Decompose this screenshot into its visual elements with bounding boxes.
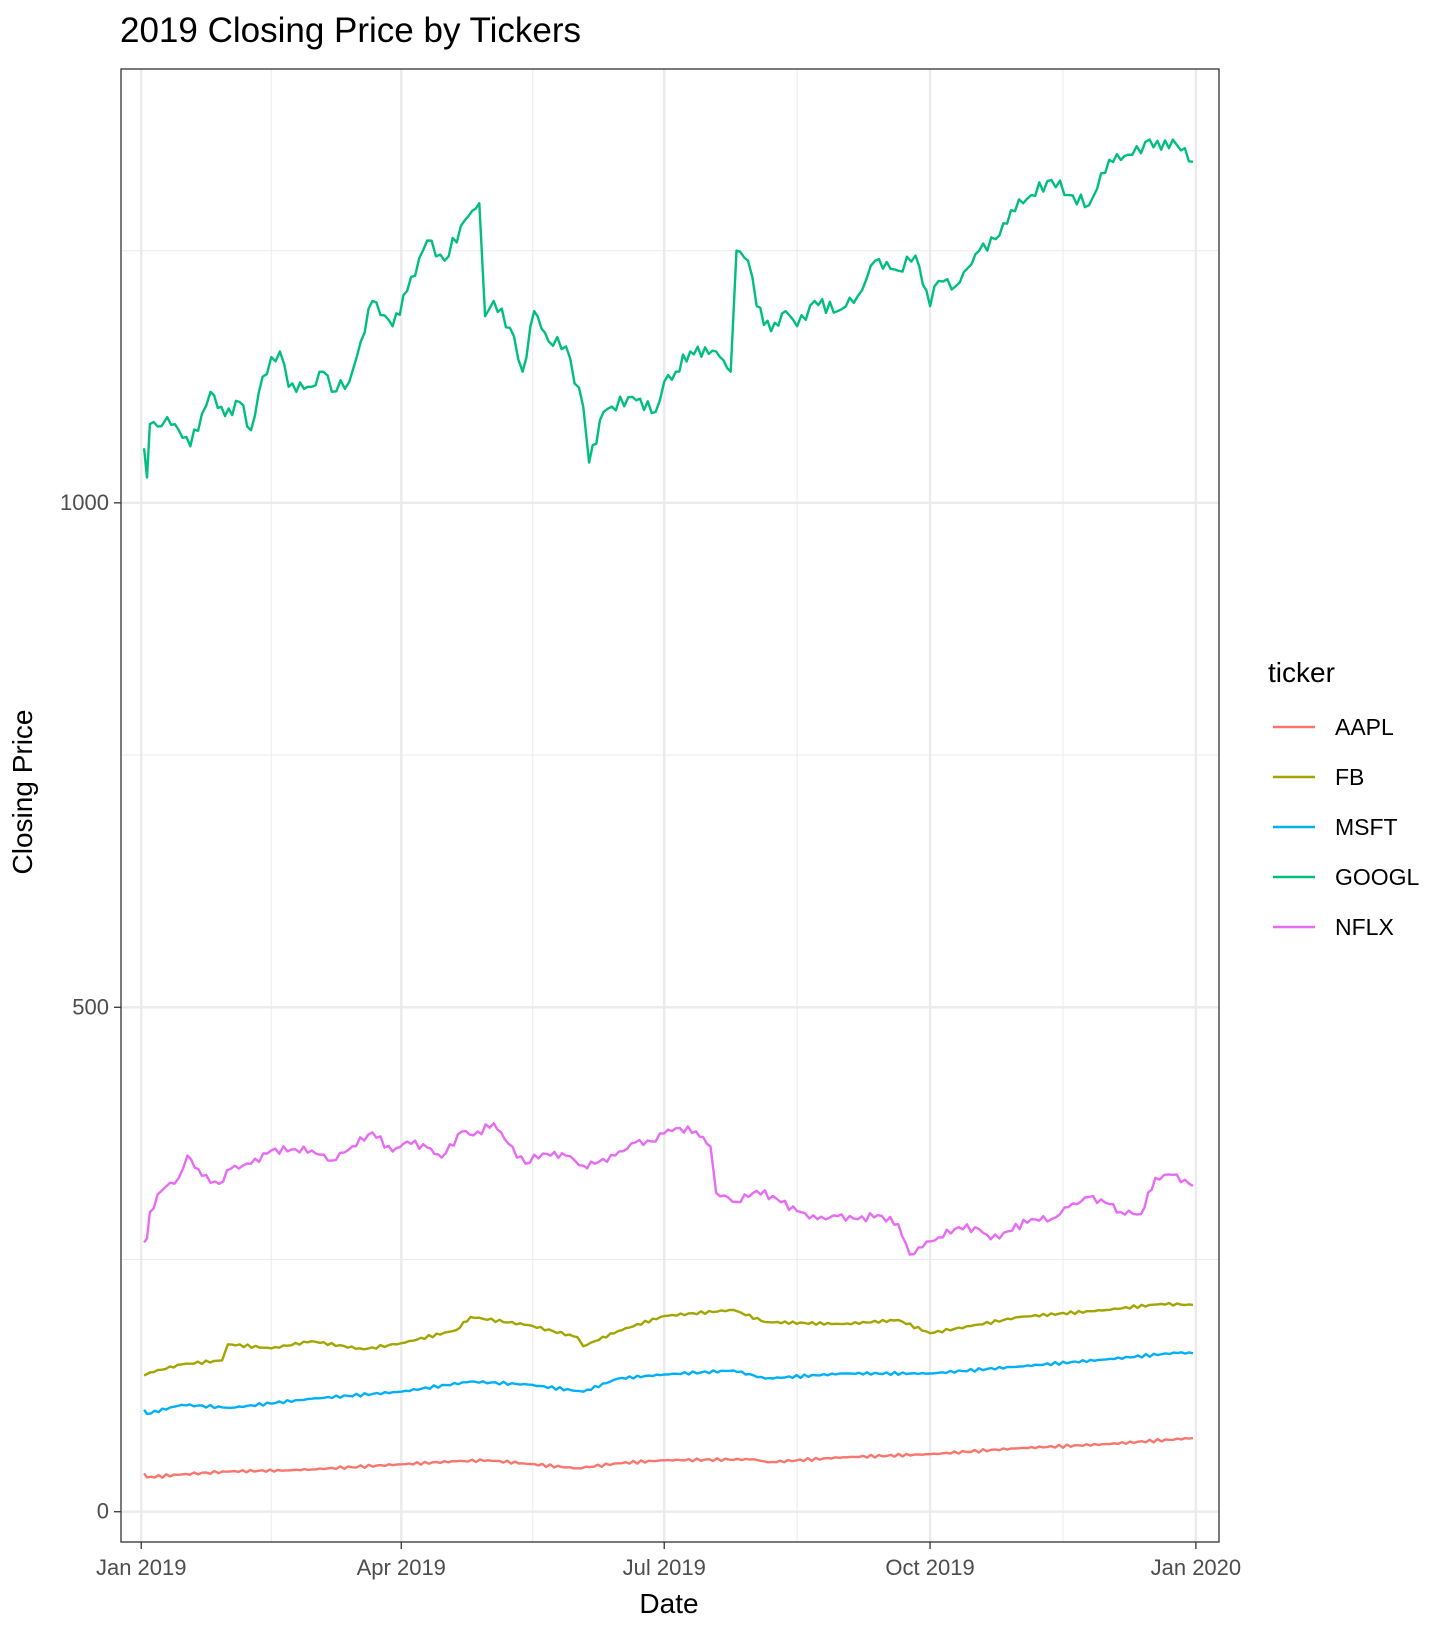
legend-item-fb: FB xyxy=(1273,764,1364,790)
x-tick-label: Apr 2019 xyxy=(357,1555,446,1580)
legend-item-nflx: NFLX xyxy=(1273,914,1394,940)
plot-background xyxy=(121,69,1219,1542)
x-axis-title: Date xyxy=(639,1588,698,1619)
x-tick-label: Jul 2019 xyxy=(623,1555,706,1580)
series-line-nflx xyxy=(143,1122,1194,1256)
series-line-aapl xyxy=(143,1436,1194,1479)
x-tick-label: Jan 2019 xyxy=(96,1555,187,1580)
major-gridlines xyxy=(121,69,1219,1542)
chart-title: 2019 Closing Price by Tickers xyxy=(120,11,581,50)
minor-gridlines xyxy=(121,69,1219,1542)
legend-label: GOOGL xyxy=(1335,864,1420,890)
legend-label: AAPL xyxy=(1335,714,1394,740)
legend-item-googl: GOOGL xyxy=(1273,864,1420,890)
legend-title: ticker xyxy=(1268,657,1335,688)
axes: 0 500 1000 Jan 2019 Apr 2019 Jul 2019 Oct 2019… xyxy=(60,490,1241,1580)
x-tick-label: Oct 2019 xyxy=(885,1555,974,1580)
series-line-msft xyxy=(143,1351,1194,1416)
y-tick-label: 1000 xyxy=(60,490,109,515)
legend-label: FB xyxy=(1335,764,1364,790)
plot-border xyxy=(120,68,1220,1543)
legend-items: AAPL FB MSFT GOOGL NFLX xyxy=(1273,714,1420,940)
legend-item-msft: MSFT xyxy=(1273,814,1398,840)
plot-panel xyxy=(120,68,1220,1543)
legend-item-aapl: AAPL xyxy=(1273,714,1394,740)
x-tick-label: Jan 2020 xyxy=(1151,1555,1242,1580)
legend-label: NFLX xyxy=(1335,914,1394,940)
y-tick-label: 0 xyxy=(97,1499,109,1524)
legend-label: MSFT xyxy=(1335,814,1398,840)
legend: ticker AAPL FB MSFT GOOGL NFLX xyxy=(1268,657,1420,940)
y-axis-title: Closing Price xyxy=(7,710,38,875)
series-lines xyxy=(142,138,1194,1479)
y-tick-label: 500 xyxy=(72,994,109,1019)
series-line-googl xyxy=(142,138,1194,479)
series-line-fb xyxy=(143,1301,1194,1377)
